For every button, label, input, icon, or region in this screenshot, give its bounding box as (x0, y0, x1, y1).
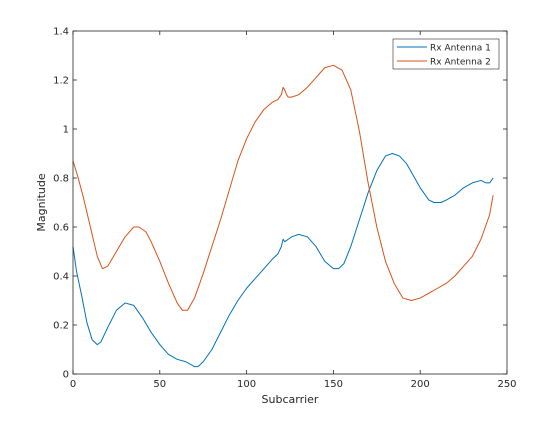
legend-label-rx-antenna-1: Rx Antenna 1 (430, 44, 491, 54)
legend-label-rx-antenna-2: Rx Antenna 2 (430, 58, 491, 68)
y-tick-label: 1.2 (53, 76, 69, 87)
x-tick-label: 150 (324, 379, 343, 390)
y-tick-label: 0.6 (53, 223, 69, 234)
x-tick-label: 100 (237, 379, 256, 390)
series-line-rx-antenna-2 (72, 64, 494, 311)
x-tick-label: 200 (411, 379, 430, 390)
y-tick-label: 0.4 (53, 272, 69, 283)
legend-box (392, 38, 500, 70)
y-tick-label: 0 (63, 370, 69, 381)
legend: Rx Antenna 1 Rx Antenna 2 (392, 38, 500, 70)
y-axis-label: Magnitude (35, 173, 48, 232)
plot-area-frame (72, 30, 508, 375)
y-tick-label: 0.8 (53, 174, 69, 185)
y-tick-label: 1 (63, 125, 69, 136)
x-tick-label: 0 (70, 379, 76, 390)
x-axis-label: Subcarrier (262, 393, 319, 406)
series-layer (72, 64, 494, 368)
series-line-rx-antenna-1 (72, 153, 494, 368)
x-tick-label: 250 (497, 379, 516, 390)
x-tick-label: 50 (153, 379, 166, 390)
y-tick-label: 0.2 (53, 321, 69, 332)
y-tick-label: 1.4 (53, 27, 69, 38)
tick-layer: 0 50 100 150 200 250 0 0.2 0.4 0.6 0.8 1 1.2 1.4 (53, 27, 516, 391)
